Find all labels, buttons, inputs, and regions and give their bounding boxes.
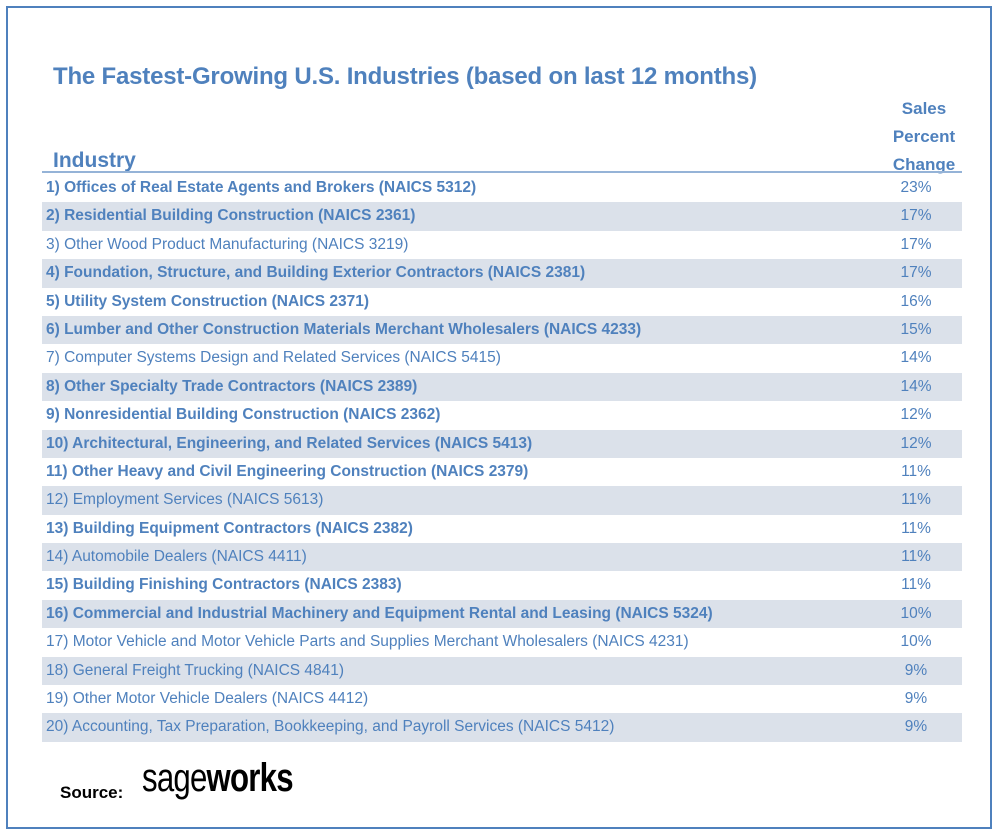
industry-cell: 9) Nonresidential Building Construction … [46,406,441,424]
industry-cell: 1) Offices of Real Estate Agents and Bro… [46,179,477,196]
table-row: 5) Utility System Construction (NAICS 23… [42,288,962,316]
table-row: 7) Computer Systems Design and Related S… [42,344,962,372]
industry-cell: 18) General Freight Trucking (NAICS 4841… [46,661,345,679]
sales-header-line: Change [892,155,956,174]
percent-change-cell: 12% [900,434,932,452]
industry-cell: 4) Foundation, Structure, and Building E… [46,264,586,282]
sageworks-logo: sageworks [142,754,294,802]
logo-part-works: works [206,756,294,800]
percent-change-cell: 16% [900,292,932,310]
table-row: 6) Lumber and Other Construction Materia… [42,315,962,345]
percent-change-cell: 15% [900,320,932,338]
table-row: 9) Nonresidential Building Construction … [42,401,962,429]
table-row: 1) Offices of Real Estate Agents and Bro… [42,174,962,202]
percent-change-cell: 11% [901,519,931,537]
industry-cell: 10) Architectural, Engineering, and Rela… [46,434,533,452]
industry-cell: 17) Motor Vehicle and Motor Vehicle Part… [46,633,689,651]
table-row: 15) Building Finishing Contractors (NAIC… [42,571,962,599]
table-row: 20) Accounting, Tax Preparation, Bookkee… [42,713,962,742]
table-row: 8) Other Specialty Trade Contractors (NA… [42,372,962,402]
percent-change-cell: 17% [900,235,932,253]
table-row: 2) Residential Building Construction (NA… [42,202,962,231]
table-row: 10) Architectural, Engineering, and Rela… [42,429,962,458]
percent-change-cell: 14% [900,377,932,395]
industry-cell: 14) Automobile Dealers (NAICS 4411) [46,548,307,566]
industry-cell: 3) Other Wood Product Manufacturing (NAI… [46,235,409,253]
percent-change-cell: 11% [901,491,931,509]
percent-change-cell: 17% [900,264,932,282]
table-row: 4) Foundation, Structure, and Building E… [42,259,962,288]
industry-cell: 11) Other Heavy and Civil Engineering Co… [46,462,529,480]
percent-change-cell: 9% [904,718,928,736]
sales-header-line: Sales [901,99,947,118]
table-row: 17) Motor Vehicle and Motor Vehicle Part… [42,628,962,656]
percent-change-cell: 10% [900,604,932,622]
percent-change-cell: 11% [901,548,931,566]
percent-change-cell: 10% [900,633,932,651]
logo-part-sage: sage [142,756,207,800]
table-row: 19) Other Motor Vehicle Dealers (NAICS 4… [42,685,962,713]
table-row: 11) Other Heavy and Civil Engineering Co… [42,458,962,486]
industry-cell: 2) Residential Building Construction (NA… [46,207,416,225]
industry-table: 1) Offices of Real Estate Agents and Bro… [42,174,962,742]
table-row: 14) Automobile Dealers (NAICS 4411) 11% [42,543,962,572]
header-divider [42,171,962,173]
table-row: 16) Commercial and Industrial Machinery … [42,599,962,629]
percent-change-cell: 12% [900,406,932,424]
industry-cell: 16) Commercial and Industrial Machinery … [46,604,713,622]
industry-cell: 20) Accounting, Tax Preparation, Bookkee… [46,718,615,736]
industry-cell: 7) Computer Systems Design and Related S… [46,349,501,367]
table-row: 12) Employment Services (NAICS 5613) 11% [42,486,962,515]
chart-frame: The Fastest-Growing U.S. Industries (bas… [6,6,992,829]
percent-change-cell: 11% [901,576,931,594]
industry-column-header: Industry [53,149,136,172]
industry-cell: 8) Other Specialty Trade Contractors (NA… [46,377,418,395]
percent-change-cell: 23% [900,179,932,196]
sales-column-header: Sales Percent Change [874,95,974,179]
industry-cell: 15) Building Finishing Contractors (NAIC… [46,576,402,594]
industry-cell: 13) Building Equipment Contractors (NAIC… [46,519,413,537]
table-row: 3) Other Wood Product Manufacturing (NAI… [42,231,962,259]
percent-change-cell: 9% [904,661,928,679]
table-row: 18) General Freight Trucking (NAICS 4841… [42,656,962,686]
percent-change-cell: 14% [900,349,932,367]
industry-cell: 19) Other Motor Vehicle Dealers (NAICS 4… [46,690,369,708]
percent-change-cell: 11% [901,462,931,480]
source-label: Source: [60,783,124,802]
industry-cell: 12) Employment Services (NAICS 5613) [46,491,324,509]
sales-header-line: Percent [892,127,956,146]
percent-change-cell: 17% [900,207,932,225]
table-row: 13) Building Equipment Contractors (NAIC… [42,515,962,543]
industry-cell: 5) Utility System Construction (NAICS 23… [46,292,369,310]
percent-change-cell: 9% [904,690,928,708]
chart-title: The Fastest-Growing U.S. Industries (bas… [53,63,757,90]
industry-cell: 6) Lumber and Other Construction Materia… [46,320,642,338]
